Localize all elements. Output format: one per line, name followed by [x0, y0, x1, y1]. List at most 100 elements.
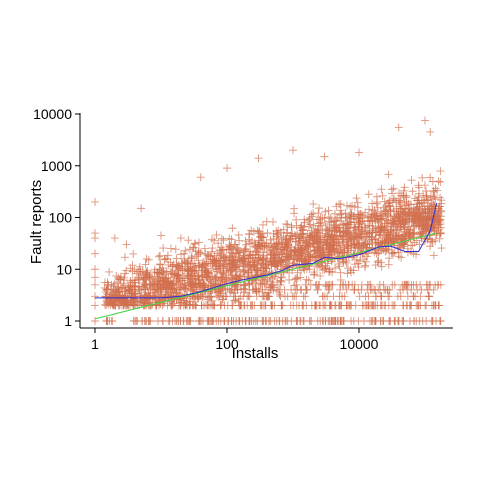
data-point: [342, 238, 351, 247]
data-point: [115, 287, 124, 296]
data-point: [282, 247, 291, 256]
data-point: [409, 249, 418, 258]
data-point: [171, 284, 180, 293]
data-point: [276, 257, 285, 266]
data-point: [417, 285, 426, 294]
data-point: [194, 294, 203, 303]
data-point: [186, 286, 195, 295]
data-point: [103, 278, 112, 287]
data-point: [197, 262, 206, 271]
data-point: [428, 223, 437, 232]
data-point: [222, 292, 231, 301]
data-point: [361, 208, 370, 217]
data-point: [311, 253, 320, 262]
data-point: [131, 276, 140, 285]
data-point: [240, 247, 249, 256]
data-point: [285, 275, 294, 284]
data-point: [312, 262, 321, 271]
data-point: [248, 301, 257, 310]
x-axis-title: Installs: [232, 345, 279, 362]
data-point: [412, 301, 421, 310]
data-point: [241, 237, 250, 246]
data-point: [288, 229, 297, 238]
data-point: [374, 256, 383, 265]
data-point: [327, 280, 336, 289]
data-point: [263, 275, 272, 284]
data-point: [427, 213, 436, 222]
data-point: [216, 276, 225, 285]
data-point: [378, 191, 387, 200]
data-point: [374, 285, 383, 294]
data-point: [383, 209, 392, 218]
data-point: [401, 215, 410, 224]
data-point: [426, 235, 435, 244]
data-point: [272, 227, 281, 236]
data-point: [314, 209, 323, 218]
data-point: [134, 275, 143, 284]
data-point: [341, 219, 350, 228]
data-point: [320, 232, 329, 241]
data-point: [129, 295, 138, 304]
data-point: [394, 219, 403, 228]
data-point: [238, 255, 247, 264]
data-point: [376, 207, 385, 216]
data-point: [110, 234, 119, 243]
data-point: [164, 317, 173, 325]
data-point: [300, 265, 309, 274]
data-point: [410, 221, 419, 230]
data-point: [409, 280, 418, 289]
data-point: [336, 245, 345, 254]
data-point: [392, 207, 401, 216]
data-point: [393, 226, 402, 235]
data-point: [251, 263, 260, 272]
data-point: [355, 292, 364, 301]
data-point: [293, 230, 302, 239]
data-point: [118, 283, 127, 292]
data-point: [248, 250, 257, 259]
data-point: [187, 267, 196, 276]
data-point: [217, 234, 226, 243]
data-point: [142, 254, 151, 263]
data-point: [325, 267, 334, 276]
data-point: [382, 216, 391, 225]
data-point: [184, 256, 193, 265]
data-point: [283, 317, 292, 325]
data-point: [258, 220, 267, 229]
data-point: [301, 256, 310, 265]
data-point: [426, 173, 435, 182]
data-point: [339, 238, 348, 247]
data-point: [408, 229, 417, 238]
data-point: [266, 283, 275, 292]
data-point: [406, 200, 415, 209]
data-point: [300, 218, 309, 227]
y-axis-title: Fault reports: [28, 180, 45, 264]
data-point: [139, 284, 148, 293]
data-point: [254, 154, 263, 163]
data-point: [324, 213, 333, 222]
data-point: [328, 268, 337, 277]
data-point: [163, 254, 172, 263]
data-point: [241, 246, 250, 255]
data-point: [254, 254, 263, 263]
data-point: [331, 264, 340, 273]
data-point: [263, 228, 272, 237]
data-point: [207, 300, 216, 309]
data-point: [349, 266, 358, 275]
data-point: [236, 248, 245, 257]
y-tick-label: 1: [64, 313, 72, 329]
data-point: [332, 226, 341, 235]
data-point: [222, 275, 231, 284]
data-point: [141, 260, 150, 269]
data-point: [409, 215, 418, 224]
data-point: [287, 221, 296, 230]
data-point: [129, 249, 138, 258]
data-point: [337, 210, 346, 219]
data-point: [373, 212, 382, 221]
data-point: [306, 243, 315, 252]
data-point: [91, 317, 99, 325]
data-point: [210, 281, 219, 290]
data-point: [122, 240, 131, 249]
data-point: [390, 317, 399, 325]
data-point: [207, 235, 216, 244]
y-ticks: 1 10 100 1000 10000: [33, 106, 80, 329]
